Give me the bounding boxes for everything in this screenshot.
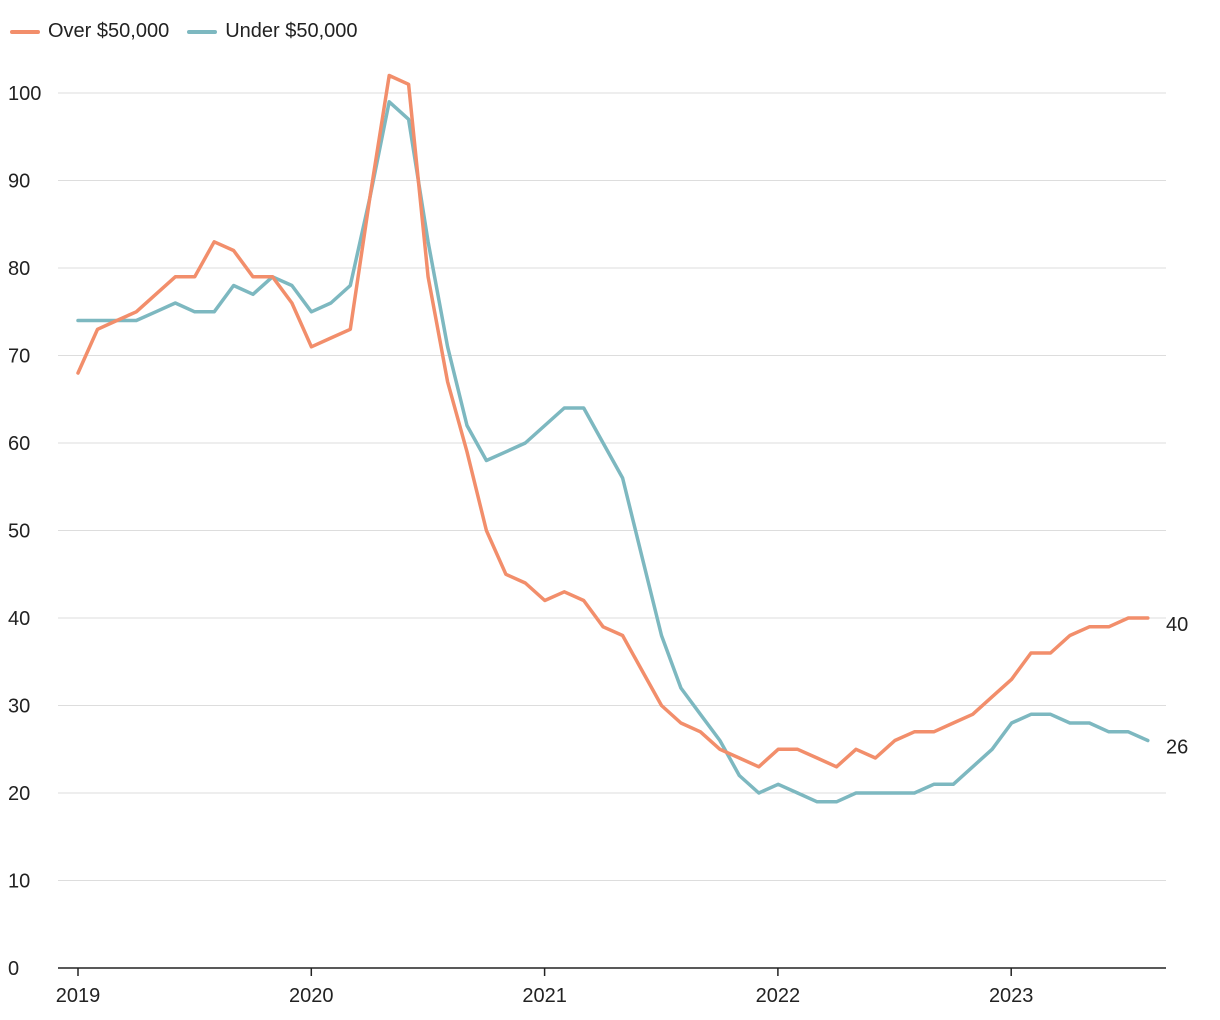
- legend-swatch-over: [10, 29, 40, 34]
- x-tick-label-2019: 2019: [56, 985, 101, 1007]
- x-tick-label-2022: 2022: [756, 985, 801, 1007]
- y-tick-label-80: 80: [8, 258, 30, 280]
- y-tick-label-20: 20: [8, 783, 30, 805]
- series-line-under-50000: [76, 100, 1150, 804]
- x-tick-label-2021: 2021: [522, 985, 567, 1007]
- y-tick-label-70: 70: [8, 346, 30, 368]
- y-tick-label-40: 40: [8, 608, 30, 630]
- legend-swatch-under: [187, 29, 218, 34]
- x-tick-label-2023: 2023: [989, 985, 1034, 1007]
- y-tick-label-0: 0: [8, 958, 19, 980]
- x-tick-label-2020: 2020: [289, 985, 334, 1007]
- legend-item-under-50000[interactable]: Under $50,000: [187, 20, 358, 43]
- y-tick-label-50: 50: [8, 521, 30, 543]
- legend-item-over-50000[interactable]: Over $50,000: [10, 20, 169, 43]
- legend: Over $50,000 Under $50,000: [10, 20, 376, 43]
- legend-label-under: Under $50,000: [225, 20, 358, 42]
- end-label-under-50000: 26: [1166, 737, 1188, 759]
- series-line-over-50000: [76, 73, 1150, 769]
- y-tick-label-30: 30: [8, 696, 30, 718]
- legend-label-over: Over $50,000: [48, 20, 170, 42]
- y-tick-label-100: 100: [8, 83, 41, 105]
- y-tick-label-10: 10: [8, 871, 30, 893]
- end-label-over-50000: 40: [1166, 614, 1188, 636]
- y-tick-label-90: 90: [8, 171, 30, 193]
- y-tick-label-60: 60: [8, 433, 30, 455]
